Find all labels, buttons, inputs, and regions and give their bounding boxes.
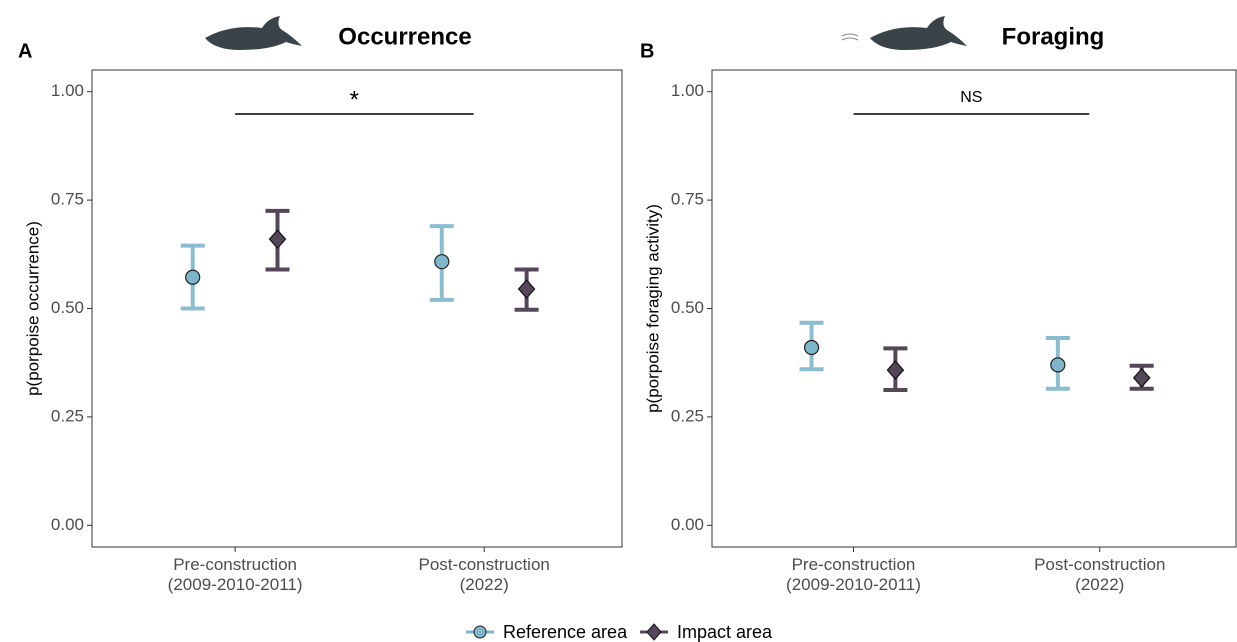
point	[517, 279, 536, 299]
significance-label: *	[350, 86, 359, 113]
point	[185, 269, 201, 285]
panel-label: B	[640, 40, 654, 62]
x-tick-label: Pre-construction (2009-2010-2011)	[786, 555, 921, 594]
porpoise-icon	[205, 16, 967, 50]
x-tick-label: Pre-construction (2009-2010-2011)	[167, 555, 303, 594]
y-tick-label: 0.25	[671, 406, 704, 425]
y-axis-label: p(porpoise occurrence)	[23, 221, 42, 396]
x-tick-label: Post-construction (2022)	[1034, 555, 1166, 594]
y-tick-label: 1.00	[51, 81, 84, 100]
point	[803, 339, 820, 356]
plot-frame	[91, 69, 623, 548]
y-tick-label: 0.00	[671, 515, 704, 534]
y-tick-label: 0.00	[51, 515, 84, 534]
y-tick-label: 0.75	[671, 190, 704, 209]
legend-key	[646, 623, 662, 641]
plot-frame	[711, 69, 1237, 548]
point	[886, 360, 905, 380]
panel-title: Occurrence	[338, 23, 471, 50]
point	[1132, 367, 1151, 388]
x-tick-label: Post-construction (2022)	[418, 555, 550, 594]
panel-label: A	[18, 40, 32, 62]
y-tick-label: 0.25	[51, 406, 84, 425]
legend-label: Reference area	[503, 622, 628, 642]
point	[1050, 357, 1066, 373]
legend-label: Impact area	[677, 622, 773, 642]
y-tick-label: 0.75	[51, 190, 84, 209]
y-tick-label: 1.00	[671, 81, 704, 100]
panel-title: Foraging	[1002, 23, 1105, 50]
point	[268, 229, 287, 250]
legend-key	[473, 625, 487, 639]
point	[434, 254, 450, 270]
y-axis-label: p(porpoise foraging activity)	[643, 204, 662, 413]
y-tick-label: 0.50	[671, 298, 704, 317]
y-tick-label: 0.50	[51, 298, 84, 317]
significance-label: NS	[960, 89, 982, 106]
